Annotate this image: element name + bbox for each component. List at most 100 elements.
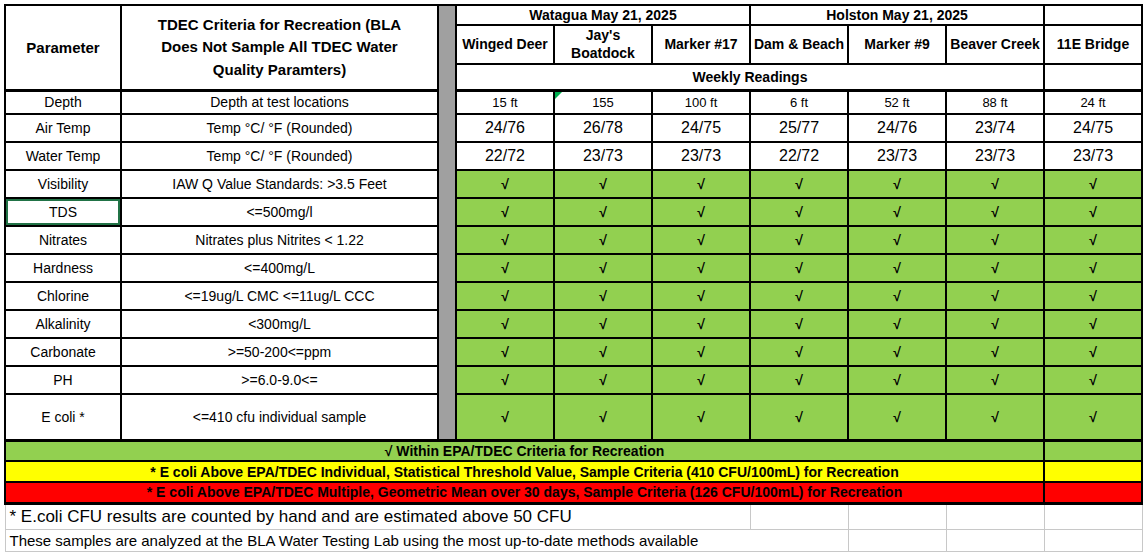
data-cell[interactable]: √	[456, 198, 554, 226]
row-criteria-text[interactable]: <=19ug/L CMC <=11ug/L CCC	[121, 282, 438, 310]
data-cell[interactable]: √	[554, 366, 652, 394]
data-cell[interactable]: 25/77	[750, 114, 848, 142]
data-cell[interactable]: √	[750, 366, 848, 394]
data-cell[interactable]: √	[750, 310, 848, 338]
parameter-column-header[interactable]: Parameter	[5, 5, 121, 90]
group-header-holston[interactable]: Holston May 21, 2025	[750, 5, 1044, 25]
column-header-beaver-creek[interactable]: Beaver Creek	[946, 25, 1044, 64]
row-criteria-text[interactable]: IAW Q Value Standards: >3.5 Feet	[121, 170, 438, 198]
data-cell[interactable]: √	[750, 254, 848, 282]
row-parameter-label[interactable]: Alkalinity	[5, 310, 121, 338]
weekly-readings-cell[interactable]: Weekly Readings	[456, 64, 1044, 90]
row-parameter-label[interactable]: PH	[5, 366, 121, 394]
data-cell[interactable]: √	[554, 338, 652, 366]
data-cell[interactable]: √	[456, 394, 554, 440]
empty-grid-cell[interactable]	[848, 503, 946, 529]
row-criteria-text[interactable]: <300mg/L	[121, 310, 438, 338]
data-cell[interactable]: √	[652, 394, 750, 440]
row-criteria-text[interactable]: Depth at test locations	[121, 90, 438, 114]
row-criteria-text[interactable]: Nitrates plus Nitrites < 1.22	[121, 226, 438, 254]
data-cell[interactable]: √	[456, 282, 554, 310]
empty-grid-cell[interactable]	[750, 503, 848, 529]
data-cell[interactable]: √	[652, 310, 750, 338]
data-cell[interactable]: √	[848, 338, 946, 366]
data-cell[interactable]: √	[946, 198, 1044, 226]
data-cell[interactable]: 100 ft	[652, 90, 750, 114]
row-parameter-label[interactable]: E coli *	[5, 394, 121, 440]
data-cell[interactable]: √	[946, 282, 1044, 310]
empty-grid-cell[interactable]	[1044, 529, 1142, 551]
column-header-11e-bridge[interactable]: 11E Bridge	[1044, 25, 1142, 64]
column-header-winged-deer[interactable]: Winged Deer	[456, 25, 554, 64]
data-cell[interactable]: √	[848, 254, 946, 282]
data-cell[interactable]: √	[750, 394, 848, 440]
data-cell[interactable]: √	[652, 198, 750, 226]
data-cell[interactable]: √	[1044, 366, 1142, 394]
data-cell[interactable]: √	[1044, 170, 1142, 198]
data-cell[interactable]: √	[1044, 310, 1142, 338]
column-header-marker-9[interactable]: Marker #9	[848, 25, 946, 64]
data-cell[interactable]: 23/73	[554, 142, 652, 170]
row-criteria-text[interactable]: <=500mg/l	[121, 198, 438, 226]
data-cell[interactable]: √	[456, 226, 554, 254]
legend-spacer-cell[interactable]	[1044, 440, 1142, 461]
data-cell[interactable]: √	[652, 254, 750, 282]
data-cell[interactable]: √	[848, 366, 946, 394]
data-cell[interactable]: 26/78	[554, 114, 652, 142]
data-cell[interactable]: 15 ft	[456, 90, 554, 114]
data-cell[interactable]: √	[946, 226, 1044, 254]
data-cell[interactable]: √	[1044, 338, 1142, 366]
data-cell[interactable]: √	[848, 226, 946, 254]
data-cell[interactable]: 23/73	[1044, 142, 1142, 170]
data-cell[interactable]: √	[750, 282, 848, 310]
column-header-marker-17[interactable]: Marker #17	[652, 25, 750, 64]
column-header-jays-boatdock[interactable]: Jay's Boatdock	[554, 25, 652, 64]
group-header-watagua[interactable]: Watagua May 21, 2025	[456, 5, 750, 25]
data-cell[interactable]: 22/72	[456, 142, 554, 170]
data-cell[interactable]: √	[652, 366, 750, 394]
row-parameter-label[interactable]: Visibility	[5, 170, 121, 198]
row-criteria-text[interactable]: >=6.0-9.0<=	[121, 366, 438, 394]
data-cell[interactable]: 23/73	[848, 142, 946, 170]
data-cell[interactable]: √	[554, 170, 652, 198]
empty-grid-cell[interactable]	[1044, 503, 1142, 529]
legend-ecoli-geometric-cell[interactable]: * E coli Above EPA/TDEC Multiple, Geomet…	[5, 482, 1044, 503]
legend-ecoli-individual-cell[interactable]: * E coli Above EPA/TDEC Individual, Stat…	[5, 461, 1044, 482]
data-cell[interactable]: √	[554, 310, 652, 338]
row-criteria-text[interactable]: <=400mg/L	[121, 254, 438, 282]
data-cell[interactable]: √	[750, 198, 848, 226]
data-cell[interactable]: 24/76	[456, 114, 554, 142]
row-parameter-label[interactable]: Chlorine	[5, 282, 121, 310]
data-cell[interactable]: √	[1044, 226, 1142, 254]
data-cell[interactable]: √	[1044, 282, 1142, 310]
row-parameter-label[interactable]: Air Temp	[5, 114, 121, 142]
empty-header-cell[interactable]	[1044, 64, 1142, 90]
data-cell[interactable]: √	[1044, 254, 1142, 282]
column-header-dam-beach[interactable]: Dam & Beach	[750, 25, 848, 64]
row-criteria-text[interactable]: >=50-200<=ppm	[121, 338, 438, 366]
data-cell[interactable]: √	[946, 170, 1044, 198]
data-cell[interactable]: √	[652, 338, 750, 366]
data-cell[interactable]: √	[848, 170, 946, 198]
data-cell[interactable]: √	[750, 170, 848, 198]
data-cell[interactable]: √	[1044, 198, 1142, 226]
data-cell[interactable]: √	[946, 254, 1044, 282]
data-cell[interactable]: 24 ft	[1044, 90, 1142, 114]
data-cell[interactable]: √	[848, 198, 946, 226]
data-cell[interactable]: √	[456, 366, 554, 394]
data-cell[interactable]: √	[946, 310, 1044, 338]
footnote-lab-methods[interactable]: These samples are analyzed at the BLA Wa…	[5, 529, 848, 551]
data-cell[interactable]: 24/75	[1044, 114, 1142, 142]
data-cell[interactable]: 52 ft	[848, 90, 946, 114]
criteria-title-cell[interactable]: TDEC Criteria for Recreation (BLA Does N…	[121, 5, 438, 90]
data-cell[interactable]: √	[848, 282, 946, 310]
legend-spacer-cell[interactable]	[1044, 461, 1142, 482]
data-cell[interactable]: √	[652, 170, 750, 198]
data-cell[interactable]: √	[554, 394, 652, 440]
data-cell[interactable]: √	[750, 338, 848, 366]
row-criteria-text[interactable]: Temp °C/ °F (Rounded)	[121, 142, 438, 170]
empty-grid-cell[interactable]	[848, 529, 946, 551]
data-cell[interactable]: √	[554, 198, 652, 226]
data-cell[interactable]: 88 ft	[946, 90, 1044, 114]
footnote-ecoli-counting[interactable]: * E.coli CFU results are counted by hand…	[5, 503, 750, 529]
